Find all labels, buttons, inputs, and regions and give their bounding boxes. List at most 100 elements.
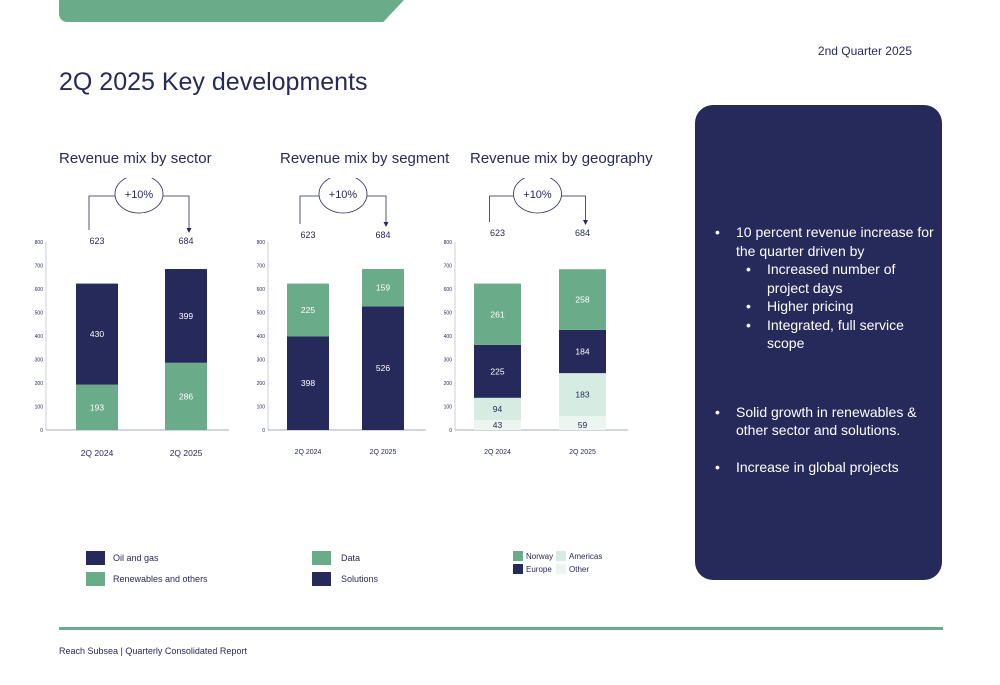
growth-connector-right — [561, 195, 586, 221]
y-tick-label: 400 — [35, 334, 44, 340]
growth-percentage-label: +10% — [329, 189, 358, 201]
growth-percentage-label: +10% — [125, 189, 154, 201]
legend-item-renewables: Renewables and others — [86, 572, 208, 586]
growth-connector-left — [299, 195, 319, 224]
legend-swatch-americas — [556, 551, 566, 561]
growth-ellipse — [513, 178, 562, 214]
growth-arrowhead — [186, 228, 192, 233]
growth-ellipse — [318, 178, 368, 214]
y-tick-label: 300 — [257, 358, 266, 364]
bar-total-label: 684 — [178, 236, 193, 246]
bar-value-label: 430 — [90, 329, 104, 339]
bar-segment — [287, 283, 329, 337]
x-category-label: 2Q 2024 — [295, 449, 322, 456]
sector-bar-chart: 0 100 200 300 400 500 600 700 800 193 430 2Q 2024 62… — [35, 178, 229, 458]
quarter-label: 2nd Quarter 2025 — [817, 44, 912, 58]
bar-segment — [474, 397, 521, 420]
bar-segment — [474, 283, 521, 345]
y-tick-label: 200 — [257, 381, 266, 387]
legend-swatch-other — [556, 564, 566, 574]
bar-segment — [76, 283, 118, 385]
legend-label-norway: Norway — [526, 551, 554, 561]
legend-label-data: Data — [341, 553, 361, 563]
bar-segment — [165, 362, 207, 430]
legend-label-solutions: Solutions — [341, 574, 379, 584]
bar-segment — [559, 329, 606, 374]
legend-item-data: Data — [312, 551, 360, 565]
bar-value-label: 94 — [493, 404, 503, 414]
y-tick-label: 600 — [257, 287, 266, 293]
bar-value-label: 399 — [179, 311, 193, 321]
bar-segment — [474, 419, 521, 430]
highlights-panel: 10 percent revenue increase for the quar… — [695, 105, 942, 580]
y-tick-label: 400 — [257, 334, 266, 340]
y-tick-label: 500 — [35, 311, 44, 317]
highlight-global-projects: Increase in global projects — [715, 458, 935, 477]
y-tick-label: 200 — [35, 381, 44, 387]
bar-segment — [559, 416, 606, 430]
bar-segment — [362, 269, 404, 307]
bar-value-label: 225 — [490, 366, 504, 376]
bar-value-label: 183 — [575, 390, 589, 400]
sector-chart-title: Revenue mix by sector — [59, 150, 212, 167]
segment-chart-title: Revenue mix by segment — [280, 150, 450, 167]
bar-value-label: 59 — [578, 420, 588, 430]
x-category-label: 2Q 2024 — [484, 449, 511, 456]
legend-swatch-data — [312, 551, 331, 565]
x-category-label: 2Q 2025 — [569, 449, 596, 456]
growth-arrowhead — [583, 220, 588, 225]
bar-segment — [362, 306, 404, 430]
bar-segment — [474, 344, 521, 398]
y-tick-label: 100 — [257, 405, 266, 411]
growth-ellipse — [114, 178, 164, 214]
bar-value-label: 286 — [179, 391, 193, 401]
highlight-revenue-increase: 10 percent revenue increase for the quar… — [715, 223, 935, 260]
geography-bar-chart: 0 100 200 300 400 500 600 700 800 43 94 225 261 2Q 20… — [444, 178, 628, 456]
y-tick-label: 800 — [35, 240, 44, 246]
bar-segment — [559, 373, 606, 417]
bar-segment — [165, 269, 207, 363]
y-tick-label: 200 — [444, 381, 453, 387]
growth-arrowhead — [383, 222, 389, 227]
highlight-renewables-growth: Solid growth in renewables & other secto… — [715, 403, 935, 440]
bar-value-label: 193 — [90, 402, 104, 412]
y-tick-label: 500 — [257, 311, 266, 317]
bar-total-label: 684 — [375, 230, 390, 240]
bar-value-label: 184 — [575, 347, 589, 357]
legend-item-solutions: Solutions — [312, 572, 378, 586]
y-tick-label: 100 — [444, 405, 453, 411]
legend-label-oil-and-gas: Oil and gas — [113, 553, 159, 563]
bar-segment — [559, 269, 606, 330]
bar-total-label: 623 — [89, 236, 104, 246]
y-tick-label: 600 — [35, 287, 44, 293]
legend-swatch-renewables — [86, 572, 105, 586]
growth-connector-right — [367, 195, 387, 223]
y-tick-label: 300 — [35, 358, 44, 364]
footer-text: Reach Subsea | Quarterly Consolidated Re… — [59, 646, 247, 656]
y-tick-label: 0 — [449, 428, 452, 434]
footer-divider — [59, 627, 943, 630]
legend-label-other: Other — [569, 564, 590, 574]
legend-label-renewables: Renewables and others — [113, 574, 208, 584]
highlight-sub-pricing: Higher pricing — [715, 297, 935, 316]
y-tick-label: 600 — [444, 287, 453, 293]
header-accent-band — [59, 0, 404, 22]
legend-item-europe: Europe — [513, 564, 552, 574]
bar-value-label: 159 — [376, 283, 390, 293]
growth-connector-left — [489, 195, 514, 222]
legend-item-other: Other — [556, 564, 589, 574]
legend-swatch-oil-and-gas — [86, 551, 105, 565]
geography-chart-title: Revenue mix by geography — [470, 150, 653, 167]
bar-total-label: 623 — [300, 230, 315, 240]
legend-label-europe: Europe — [526, 564, 552, 574]
bar-value-label: 225 — [301, 305, 315, 315]
x-category-label: 2Q 2025 — [370, 449, 397, 456]
bar-segment — [287, 336, 329, 430]
highlight-sub-project-days: Increased number of project days — [715, 260, 935, 297]
highlights-list: 10 percent revenue increase for the quar… — [715, 223, 935, 476]
bar-value-label: 258 — [575, 295, 589, 305]
highlight-sub-full-service: Integrated, full service scope — [715, 316, 935, 353]
y-tick-label: 100 — [35, 405, 44, 411]
bar-value-label: 261 — [490, 309, 504, 319]
legend-item-oil-and-gas: Oil and gas — [86, 551, 159, 565]
